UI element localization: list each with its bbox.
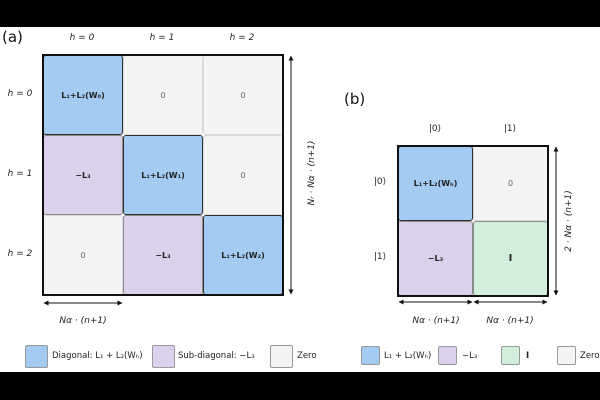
legend-b-blue-label: L₁ + L₂(Wₕ) (384, 351, 432, 361)
row-label-ket0: |0⟩ (373, 177, 387, 187)
col-label-h0: h = 0 (69, 33, 95, 43)
bottom-black-bar (0, 372, 600, 400)
panel-a-label: (a) (2, 28, 23, 46)
col-label-ket1: |1⟩ (503, 124, 517, 134)
col-label-ket0: |0⟩ (428, 124, 442, 134)
row-label-h0: h = 0 (7, 89, 33, 99)
legend-b-green-label: I (526, 351, 530, 361)
legend-b-purple-swatch (438, 346, 457, 365)
matrix-a-outline (42, 54, 284, 296)
row-label-h2: h = 2 (7, 249, 33, 259)
legend-a-diagonal-label: Diagonal: L₁ + L₂(Wₕ) (52, 351, 143, 361)
col-label-h1: h = 1 (149, 33, 175, 43)
row-label-h1: h = 1 (7, 169, 33, 179)
legend-a-subdiagonal-label: Sub-diagonal: −L₃ (178, 351, 255, 361)
block-subdiag-r2c1: −L₃ (123, 215, 203, 295)
block-b-diag: L₁+L₂(Wₕ) (398, 146, 473, 221)
legend-b-green-swatch (501, 346, 520, 365)
block-b-subdiag: −L₃ (398, 221, 473, 296)
panel-b-bottom-dimension-right: Nα · (n+1) (486, 316, 534, 326)
legend-a-zero-swatch (270, 345, 293, 368)
legend-b-zero-swatch (557, 346, 576, 365)
top-black-bar (0, 0, 600, 27)
legend-b-purple-label: −L₃ (462, 351, 478, 361)
block-diag-h1: L₁+L₂(W₁) (123, 135, 203, 215)
block-subdiag-r1c0: −L₃ (43, 135, 123, 215)
legend-a-diagonal-swatch (25, 345, 48, 368)
legend-b-zero-label: Zero (580, 351, 600, 361)
block-zero-r2c0: 0 (43, 215, 123, 295)
panel-a-bottom-dimension: Nα · (n+1) (59, 316, 107, 326)
row-label-ket1: |1⟩ (373, 252, 387, 262)
block-b-identity: I (473, 221, 548, 296)
legend-a-zero-label: Zero (297, 351, 317, 361)
matrix-b-outline (397, 145, 549, 297)
panel-b-bottom-dimension-left: Nα · (n+1) (412, 316, 460, 326)
panel-b-label: (b) (344, 90, 366, 108)
block-zero-r0c2: 0 (203, 55, 283, 135)
legend-a-subdiagonal-swatch (152, 345, 175, 368)
col-label-h2: h = 2 (229, 33, 255, 43)
legend-b-blue-swatch (361, 346, 380, 365)
